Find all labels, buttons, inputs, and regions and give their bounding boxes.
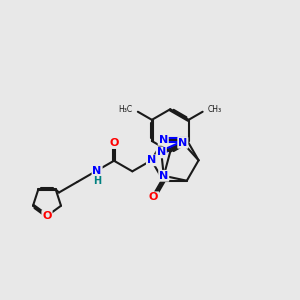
Text: H: H [93, 176, 101, 186]
Text: N: N [159, 171, 168, 181]
Text: CH₃: CH₃ [208, 105, 222, 114]
Text: N: N [157, 147, 166, 158]
Text: O: O [149, 192, 158, 202]
Text: N: N [147, 155, 156, 165]
Text: N: N [178, 138, 188, 148]
Text: O: O [42, 211, 52, 221]
Text: O: O [109, 138, 119, 148]
Text: H₃C: H₃C [118, 105, 133, 114]
Text: N: N [92, 166, 102, 176]
Text: N: N [159, 135, 168, 145]
